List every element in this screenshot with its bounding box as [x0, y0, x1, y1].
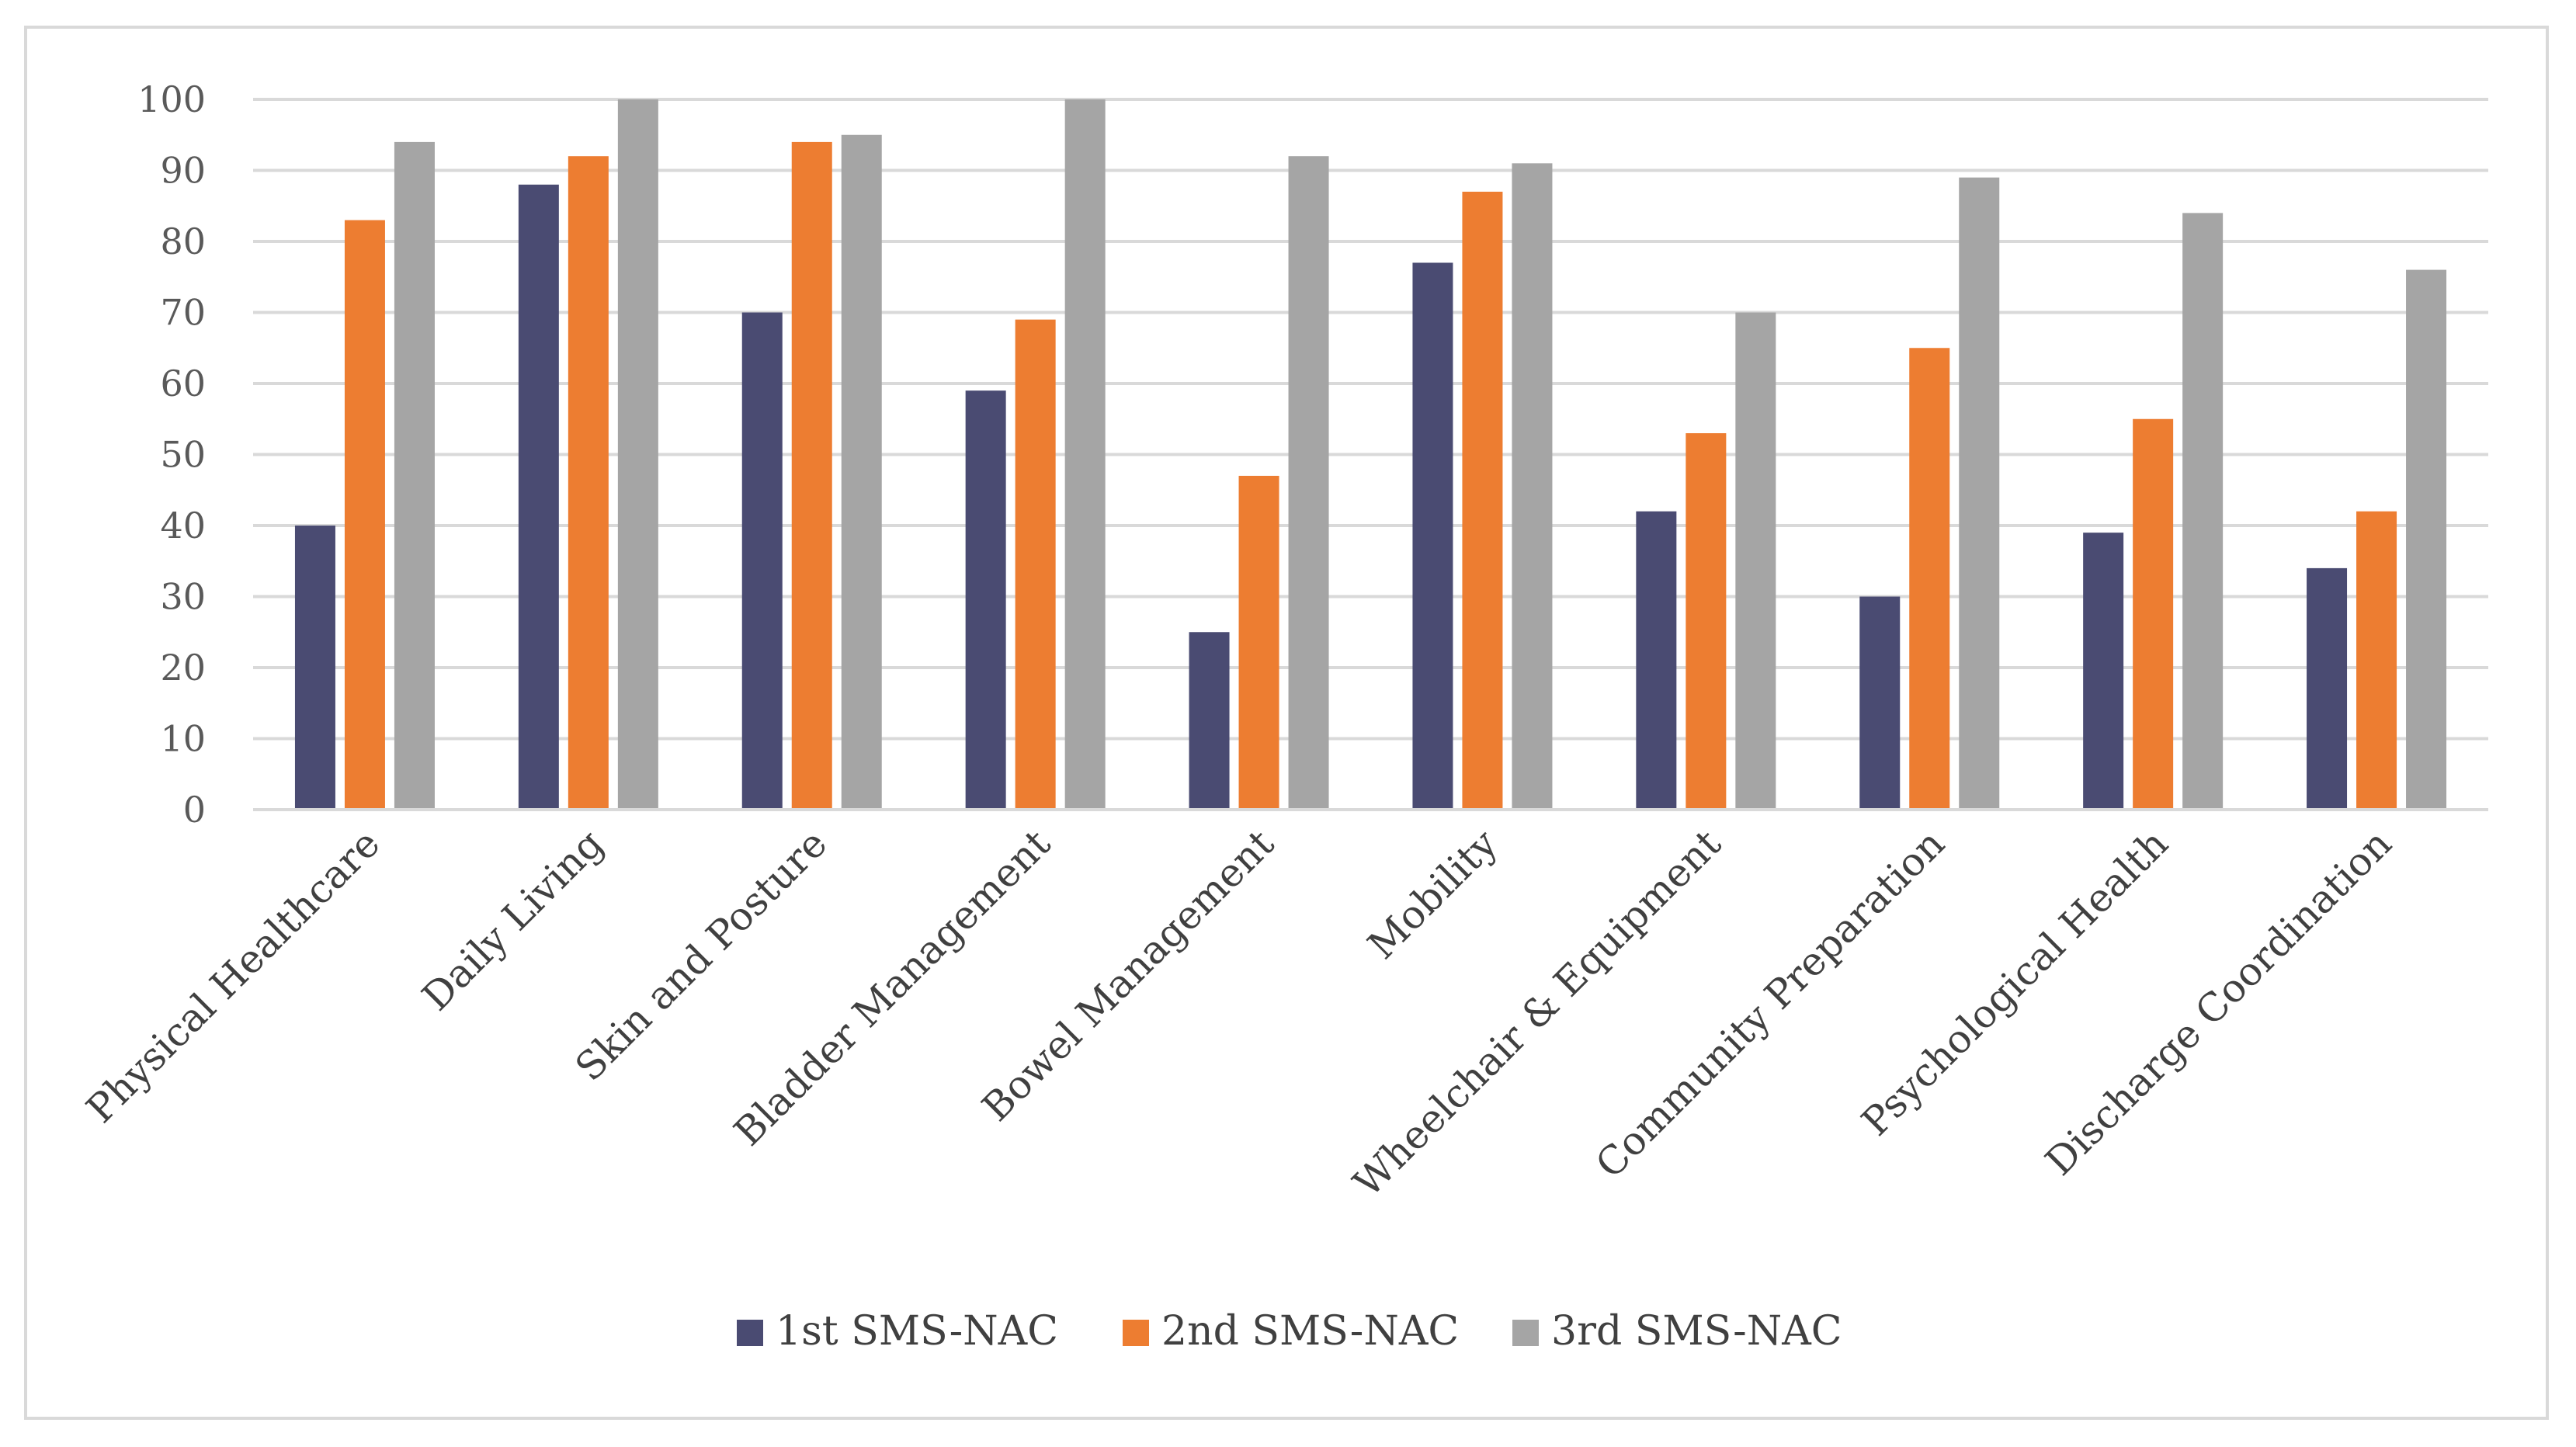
y-tick-label: 70 [160, 292, 206, 334]
bar [841, 134, 882, 810]
bar [2133, 418, 2174, 810]
bar [1636, 511, 1677, 810]
y-tick-label: 100 [137, 78, 206, 120]
legend-swatch [737, 1320, 763, 1346]
bar [1064, 99, 1106, 810]
bar [518, 184, 559, 810]
bar [294, 526, 335, 810]
y-tick-label: 40 [160, 505, 206, 547]
bar [965, 390, 1006, 810]
category-label: Daily Living [414, 821, 613, 1019]
y-tick-label: 50 [160, 434, 206, 476]
bar [617, 99, 658, 810]
y-tick-label: 0 [183, 789, 206, 831]
legend-swatch [1123, 1320, 1149, 1346]
bar [2406, 269, 2447, 810]
bar [1959, 177, 2000, 810]
legend-label: 2nd SMS-NAC [1161, 1308, 1459, 1355]
bar [568, 156, 609, 810]
bars [294, 99, 2447, 810]
bar [1686, 433, 1727, 810]
chart-frame: 0 10 20 30 40 50 60 70 80 90 100 Physical Healthca… [24, 26, 2549, 1420]
legend-swatch [1512, 1320, 1539, 1346]
legend-label: 1st SMS-NAC [776, 1308, 1058, 1355]
bar [1859, 596, 1901, 810]
bar [394, 141, 435, 810]
legend: 1st SMS-NAC 2nd SMS-NAC 3rd SMS-NAC [737, 1308, 1842, 1355]
bar [1735, 312, 1776, 810]
category-label: Wheelchair & Equipment [1345, 821, 1730, 1206]
y-tick-label: 10 [160, 718, 206, 760]
bar [1512, 163, 1553, 810]
bar [1909, 348, 1950, 810]
bar [1189, 632, 1230, 810]
bar [791, 141, 832, 810]
legend-label: 3rd SMS-NAC [1551, 1308, 1842, 1355]
y-tick-label: 80 [160, 220, 206, 262]
y-axis-ticks: 0 10 20 30 40 50 60 70 80 90 100 [137, 78, 206, 831]
bar [1412, 262, 1453, 810]
y-tick-label: 60 [160, 363, 206, 404]
bar [2182, 213, 2224, 810]
bar [2356, 511, 2397, 810]
category-label: Physical Healthcare [78, 821, 388, 1131]
y-tick-label: 20 [160, 647, 206, 689]
bar [2307, 567, 2348, 810]
category-label: Mobility [1359, 821, 1507, 968]
bar [1462, 191, 1503, 810]
category-label: Skin and Posture [567, 821, 835, 1089]
bar [1015, 319, 1056, 810]
bar [2083, 533, 2124, 810]
bar [1238, 475, 1279, 810]
y-tick-label: 30 [160, 576, 206, 618]
y-tick-label: 90 [160, 150, 206, 192]
bar [741, 312, 783, 810]
bar [1288, 156, 1329, 810]
bar [344, 220, 385, 810]
